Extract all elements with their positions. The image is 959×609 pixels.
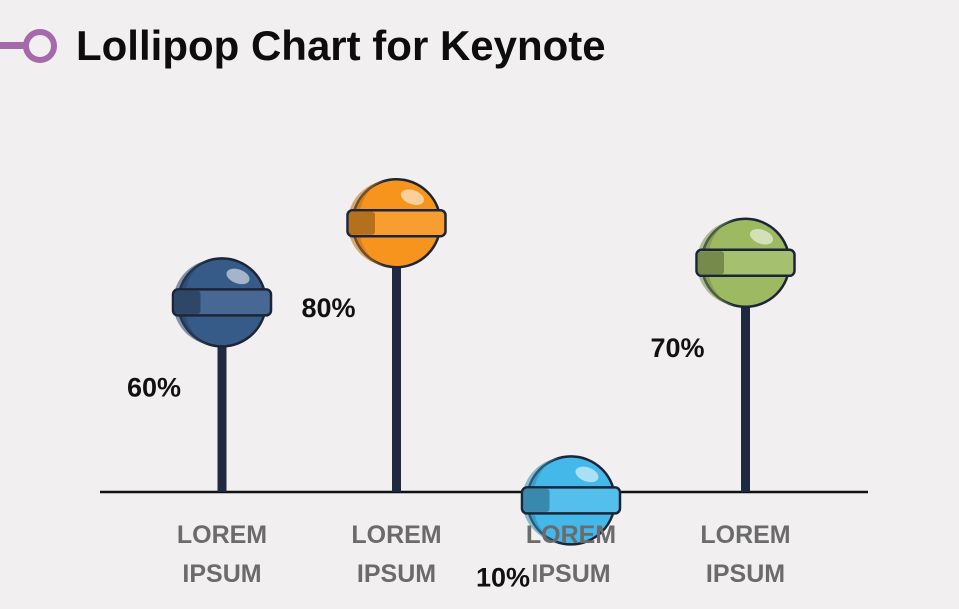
value-label: 10% [476,562,530,592]
category-label: IPSUM [531,560,610,588]
title-bar: Lollipop Chart for Keynote [0,18,959,74]
page-title: Lollipop Chart for Keynote [76,22,606,69]
lollipop-stick [217,302,227,492]
value-label: 70% [651,333,705,363]
lollipop-stick [741,262,750,492]
value-label: 80% [302,293,356,323]
category-label: LOREM [700,521,790,549]
magnifier-ring-icon [0,29,57,63]
lollipop-candy [346,177,447,269]
lollipop-stick [392,223,401,492]
lollipop-candy [520,455,622,546]
value-label: 60% [127,372,181,402]
category-label: IPSUM [357,560,436,588]
category-label: IPSUM [182,560,261,588]
lollipop-candy [695,217,796,309]
category-label: LOREM [351,521,441,549]
category-label: IPSUM [706,560,785,588]
category-label: LOREM [526,521,616,549]
category-label: LOREM [177,521,267,549]
lollipop-candy [171,257,273,348]
